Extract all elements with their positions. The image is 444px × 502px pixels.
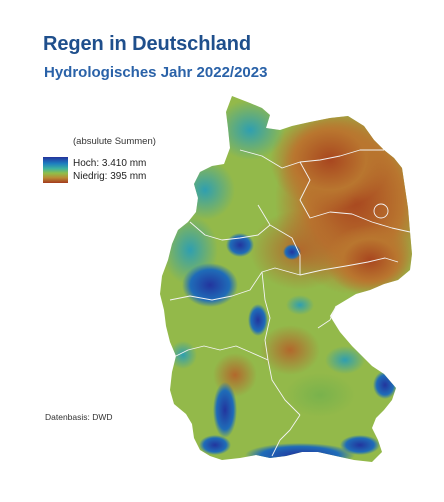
map-title: Regen in Deutschland xyxy=(43,33,252,55)
state-borders xyxy=(169,149,411,457)
legend-color-scale xyxy=(43,157,68,183)
legend-caption: (absulute Summen) xyxy=(73,136,156,147)
map-subtitle: Hydrologisches Jahr 2022/2023 xyxy=(44,64,268,81)
legend-high-label: Hoch: 3.410 mm xyxy=(73,158,147,169)
legend-low-label: Niedrig: 395 mm xyxy=(73,171,147,182)
data-source-note: Datenbasis: DWD xyxy=(45,412,113,422)
